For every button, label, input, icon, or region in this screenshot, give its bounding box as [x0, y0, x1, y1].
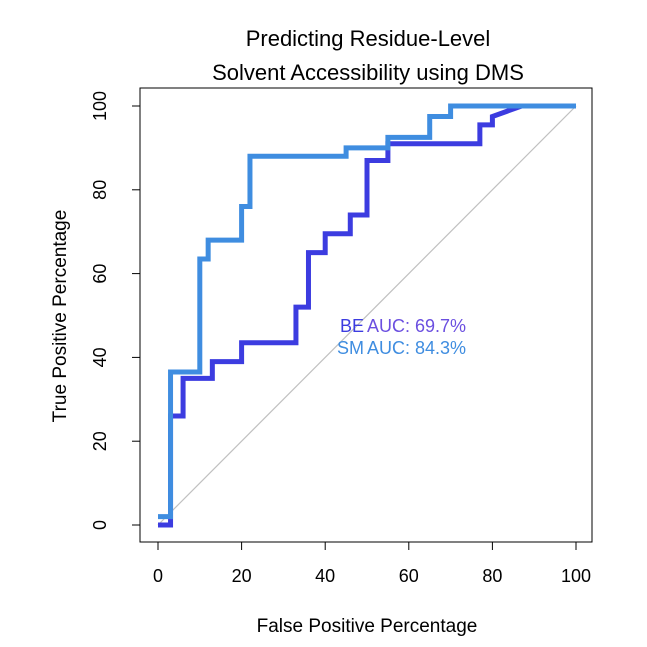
y-tick-label: 60 [90, 264, 110, 284]
x-tick-label: 100 [561, 566, 591, 586]
legend-auc-sm: AUC: 84.3% [367, 338, 466, 358]
legend-auc-be: AUC: 69.7% [367, 316, 466, 336]
chart-title-line-2: Solvent Accessibility using DMS [212, 60, 524, 85]
plot-area [139, 87, 593, 543]
y-tick-label: 100 [90, 91, 110, 121]
y-tick-label: 80 [90, 180, 110, 200]
y-tick-label: 40 [90, 347, 110, 367]
legend-name-be: BE [340, 316, 364, 336]
x-tick-label: 0 [153, 566, 163, 586]
x-axis-label: False Positive Percentage [257, 616, 478, 637]
roc-line-sm [158, 103, 576, 520]
chart-title-line-1: Predicting Residue-Level [246, 26, 491, 51]
legend-name-sm: SM [337, 338, 364, 358]
x-tick-label: 60 [399, 566, 419, 586]
x-tick-label: 40 [315, 566, 335, 586]
y-tick-label: 0 [90, 520, 110, 530]
roc-line-be [158, 103, 576, 528]
x-tick-label: 80 [482, 566, 502, 586]
y-tick-label: 20 [90, 431, 110, 451]
chance-diagonal-line [157, 105, 577, 526]
y-axis-label: True Positive Percentage [50, 210, 71, 423]
x-tick-label: 20 [232, 566, 252, 586]
